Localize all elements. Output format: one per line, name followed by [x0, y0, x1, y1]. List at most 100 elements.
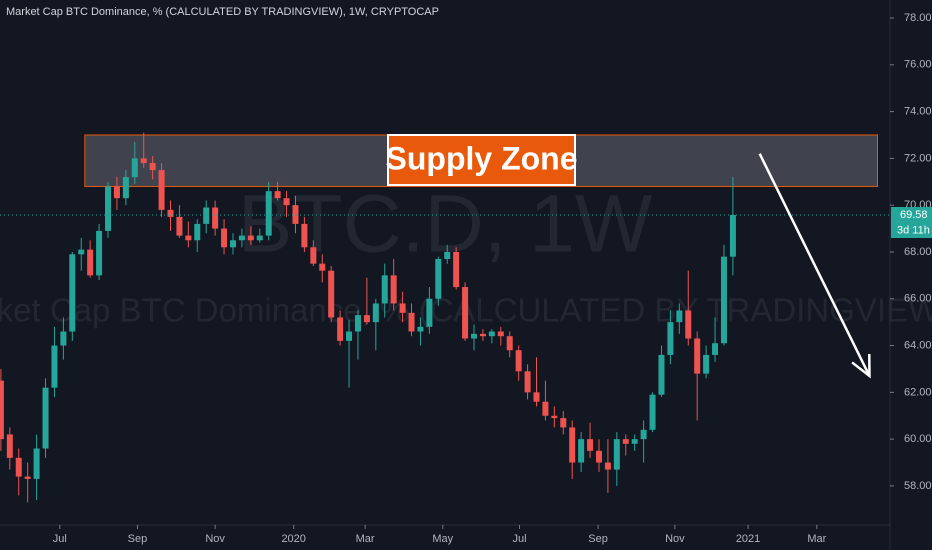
candle-body: [194, 223, 201, 241]
candle-body: [319, 263, 326, 271]
candle-body: [658, 354, 665, 395]
candle-body: [720, 256, 727, 344]
candle-body: [69, 254, 76, 332]
candle-body: [712, 343, 719, 355]
candle-body: [533, 392, 540, 402]
y-tick-label: 64.00: [904, 339, 932, 351]
candle-body: [113, 186, 120, 199]
candle-body: [462, 287, 469, 339]
candle-body: [390, 275, 397, 304]
candle-body: [649, 394, 656, 430]
arrow-shaft: [758, 153, 871, 377]
y-tick-label: 68.00: [904, 246, 932, 258]
candle-body: [15, 457, 22, 477]
candle-body: [587, 439, 594, 451]
candle-body: [631, 439, 638, 444]
candle-body: [274, 191, 281, 199]
x-tick-label: Sep: [588, 533, 608, 545]
candle-body: [96, 230, 103, 276]
candle-body: [685, 310, 692, 339]
candle-body: [524, 371, 531, 393]
candle-body: [337, 317, 344, 341]
candle-body: [158, 170, 165, 210]
candle-body: [479, 333, 486, 337]
countdown-label: 3d 11h: [897, 224, 930, 236]
candle-body: [372, 303, 379, 323]
candle-body: [167, 209, 174, 217]
x-tick-label: Sep: [128, 533, 148, 545]
candle-body: [60, 331, 67, 346]
candle-body: [381, 275, 388, 304]
y-tick-label: 78.00: [904, 12, 932, 24]
y-tick-label: 72.00: [904, 152, 932, 164]
countdown-box: [891, 223, 932, 239]
x-tick-label: Jul: [53, 533, 67, 545]
candle-body: [354, 315, 361, 332]
candle-body: [435, 258, 442, 299]
x-tick-label: May: [432, 533, 453, 545]
candle-body: [221, 228, 228, 248]
candle-body: [229, 240, 236, 248]
candle-body: [667, 322, 674, 355]
zone-label-box: [387, 134, 576, 186]
candle-body: [613, 439, 620, 470]
candle-body: [42, 387, 49, 449]
candle-body: [51, 345, 58, 388]
candle-body: [453, 251, 460, 288]
y-tick-label: 66.00: [904, 293, 932, 305]
candle-body: [729, 215, 736, 257]
arrow-head: [851, 353, 871, 379]
candle-body: [256, 235, 263, 241]
candle-body: [346, 331, 353, 341]
candle-body: [426, 298, 433, 327]
x-tick-label: Mar: [356, 533, 375, 545]
candle-body: [131, 158, 138, 178]
y-tick-label: 60.00: [904, 433, 932, 445]
candle-body: [551, 415, 558, 419]
candle-body: [33, 448, 40, 479]
candle-body: [78, 249, 85, 255]
candle-body: [622, 439, 629, 444]
candle-body: [515, 350, 522, 372]
x-tick-label: 2021: [736, 533, 760, 545]
candle-body: [301, 223, 308, 248]
candle-body: [185, 235, 192, 241]
candle-body: [328, 270, 335, 318]
candle-body: [676, 310, 683, 323]
candle-body: [471, 333, 478, 339]
candle-body: [694, 338, 701, 374]
candle-body: [283, 198, 290, 206]
candle-body: [87, 249, 94, 276]
x-tick-label: Jul: [513, 533, 527, 545]
candle-body: [24, 476, 31, 479]
candle-body: [212, 207, 219, 229]
candle-body: [506, 336, 513, 351]
x-tick-label: Nov: [665, 533, 685, 545]
last-price-box: [891, 207, 932, 224]
candle-body: [578, 439, 585, 463]
candle-body: [0, 380, 4, 440]
x-tick-label: 2020: [281, 533, 305, 545]
candle-body: [417, 326, 424, 332]
y-tick-label: 62.00: [904, 386, 932, 398]
candle-body: [444, 251, 451, 259]
y-tick-label: 58.00: [904, 480, 932, 492]
candle-body: [595, 450, 602, 463]
candle-body: [310, 247, 317, 264]
candle-body: [569, 427, 576, 463]
candle-body: [703, 354, 710, 374]
candle-body: [6, 434, 13, 458]
last-price-label: 69.58: [900, 209, 928, 221]
candle-body: [238, 235, 245, 241]
candle-body: [497, 331, 504, 337]
candle-body: [399, 303, 406, 313]
candle-body: [247, 235, 254, 241]
y-tick-label: 76.00: [904, 59, 932, 71]
candle-body: [149, 163, 156, 171]
candle-body: [292, 205, 299, 224]
candle-body: [203, 207, 210, 224]
candle-body: [105, 186, 112, 231]
zone-label: Supply Zone: [386, 140, 578, 176]
